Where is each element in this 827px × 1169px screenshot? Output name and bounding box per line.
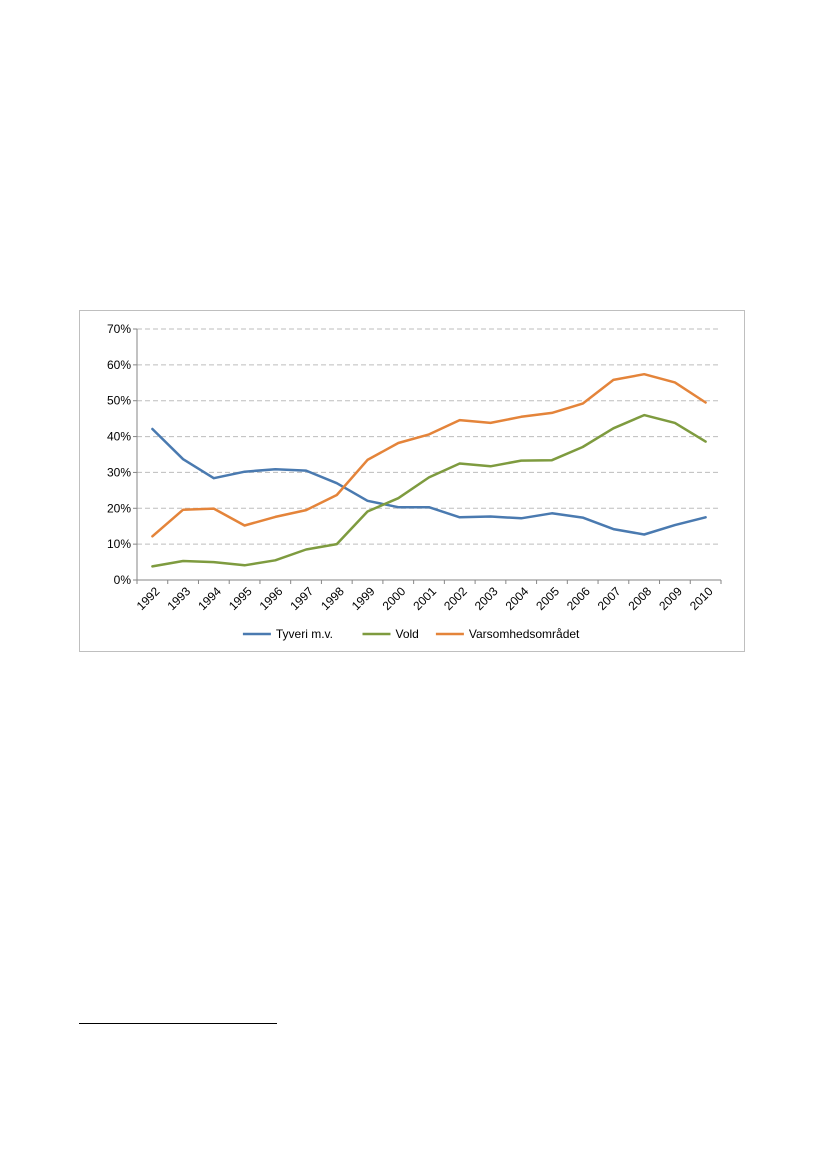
- x-tick-label: 2004: [503, 584, 532, 613]
- y-tick-label: 10%: [107, 537, 131, 551]
- x-tick-label: 2010: [687, 584, 716, 613]
- x-tick-label: 2008: [625, 584, 654, 613]
- x-tick-label: 2003: [472, 584, 501, 613]
- x-tick-label: 1995: [226, 584, 255, 613]
- x-tick-label: 1993: [164, 584, 193, 613]
- y-tick-label: 60%: [107, 358, 131, 372]
- series-line: [151, 372, 707, 538]
- x-tick-label: 1996: [257, 584, 286, 613]
- x-tick-label: 2002: [441, 584, 470, 613]
- y-tick-label: 50%: [107, 394, 131, 408]
- x-tick-label: 2001: [410, 584, 439, 613]
- x-tick-label: 2007: [595, 584, 624, 613]
- x-tick-label: 1994: [195, 584, 224, 613]
- legend-label: Vold: [396, 627, 419, 641]
- line-chart: 0%10%20%30%40%50%60%70%1992 1993 1994 1995 1…: [107, 322, 722, 641]
- x-tick-label: 2006: [564, 584, 593, 613]
- x-tick-label: 2005: [533, 584, 562, 613]
- legend-label: Tyveri m.v.: [276, 627, 333, 641]
- y-tick-label: 0%: [114, 573, 132, 587]
- x-tick-label: 1997: [287, 584, 316, 613]
- x-tick-label: 2009: [656, 584, 685, 613]
- y-tick-label: 40%: [107, 430, 131, 444]
- x-tick-label: 1992: [134, 584, 163, 613]
- y-tick-label: 30%: [107, 465, 131, 479]
- x-tick-label: 2000: [380, 584, 409, 613]
- series-line: [151, 413, 707, 568]
- y-tick-label: 70%: [107, 322, 131, 336]
- footnote-separator: [79, 1023, 277, 1024]
- x-tick-label: 1998: [318, 584, 347, 613]
- y-tick-label: 20%: [107, 501, 131, 515]
- x-tick-label: 1999: [349, 584, 378, 613]
- legend-label: Varsomhedsområdet: [469, 627, 580, 641]
- series-line: [151, 427, 707, 536]
- chart-frame: 0% 10% 20% 30% 40% 50% 60% 70% 1992 1993 1994 1995 1…: [79, 310, 745, 652]
